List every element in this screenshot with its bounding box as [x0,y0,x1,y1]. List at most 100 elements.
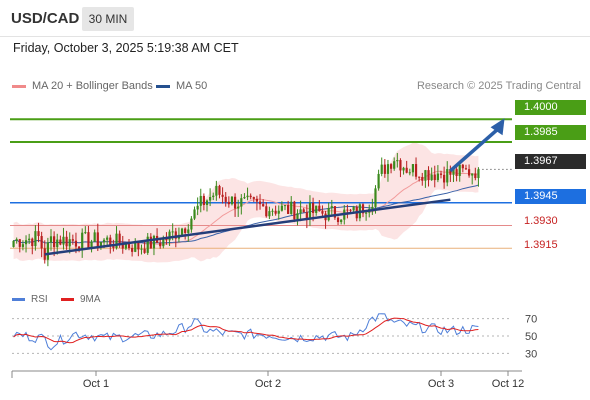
candle-body [383,164,386,174]
candle-body [349,209,352,211]
candle-body [280,205,283,211]
candle-body [283,205,287,207]
candle-body [274,210,277,214]
support-trendline [44,198,451,256]
candle-body [31,238,34,247]
candle-body [243,197,246,199]
candle-body [258,201,262,205]
time-axis-label: Oct 12 [492,378,524,390]
legend-ma20-bollinger: MA 20 + Bollinger Bands [12,80,153,92]
candle-body [262,204,265,207]
candle-body [439,173,443,175]
rsi-tick-label: 30 [525,348,537,360]
candle-body [449,169,452,175]
candle-body [293,201,296,220]
candle-body [427,170,430,181]
candle-body [121,244,124,249]
candle-body [24,240,28,245]
candle-body [215,185,218,196]
candle-body [134,241,137,252]
candle-body [321,211,324,214]
candle-body [237,206,240,209]
candle-body [271,210,274,212]
candle-body [268,211,271,217]
candle-body [265,206,268,217]
candle-body [212,195,215,198]
candle-body [71,239,74,241]
candle-body [84,232,87,234]
candle-body [443,174,446,183]
candle-body [56,239,59,248]
candle-body [296,213,299,220]
rsi-legend-9ma: 9MA [61,294,101,305]
interval-button[interactable]: 30 MIN [82,7,134,31]
candle-body [174,231,177,239]
candle-body [361,204,365,214]
candle-body [336,217,340,223]
candle-body [46,242,49,260]
candle-body [28,238,31,241]
candle-body [418,176,421,178]
candle-body [171,231,174,233]
candle-body [221,194,224,197]
candle-body [118,233,121,245]
candle-body [389,164,393,169]
candle-body [140,248,143,250]
header-bar: USD/CAD 30 MIN [0,0,590,37]
candle-body [446,169,449,183]
candle-body [436,173,439,181]
rsi-tick-label: 50 [525,331,537,343]
candle-body [408,172,411,174]
candle-body [196,205,199,210]
candle-body [180,228,184,235]
candle-body [127,243,131,249]
price-tag-1-3945: 1.3945 [515,189,586,204]
candle-body [62,236,65,245]
time-axis-label: Oct 3 [428,378,454,390]
candle-body [414,164,418,177]
candle-body [458,164,461,176]
candle-body [102,239,106,243]
rsi-legend-rsi-label: RSI [31,294,48,305]
candle-body [246,195,249,198]
candle-body [184,228,187,233]
candle-body [302,209,305,213]
candle-body [199,195,202,206]
candle-body [402,167,405,171]
candle-body [162,238,165,247]
candle-body [87,232,90,248]
candle-body [109,237,112,246]
candle-body [115,233,118,248]
candle-body [396,160,399,162]
rsi-9ma-line [13,317,479,344]
candle-body [18,239,21,247]
candle-body [190,218,193,230]
candle-body [81,232,84,249]
rsi-legend-rsi: RSI [12,294,48,305]
candle-body [12,240,15,247]
candle-body [124,243,127,249]
candle-body [193,209,196,219]
symbol-title: USD/CAD [11,10,80,27]
candle-body [143,248,146,253]
candle-body [53,236,56,248]
candle-body [218,185,221,195]
candle-body [106,237,109,240]
candles-group [12,152,480,267]
rsi-tick-label: 70 [525,314,537,326]
rsi-legend-9ma-swatch [61,297,74,301]
candle-body [240,198,243,207]
candle-body [377,173,380,189]
candle-body [374,188,377,207]
candle-body [464,168,468,170]
candle-body [333,206,337,218]
candle-body [227,201,230,205]
candle-body [411,164,415,173]
rsi-legend-rsi-swatch [12,297,25,301]
legend-ma50-swatch [156,84,170,88]
candle-body [74,240,78,247]
candle-body [346,209,349,211]
candle-body [205,200,209,206]
credit-label: Research © 2025 Trading Central [416,80,581,92]
